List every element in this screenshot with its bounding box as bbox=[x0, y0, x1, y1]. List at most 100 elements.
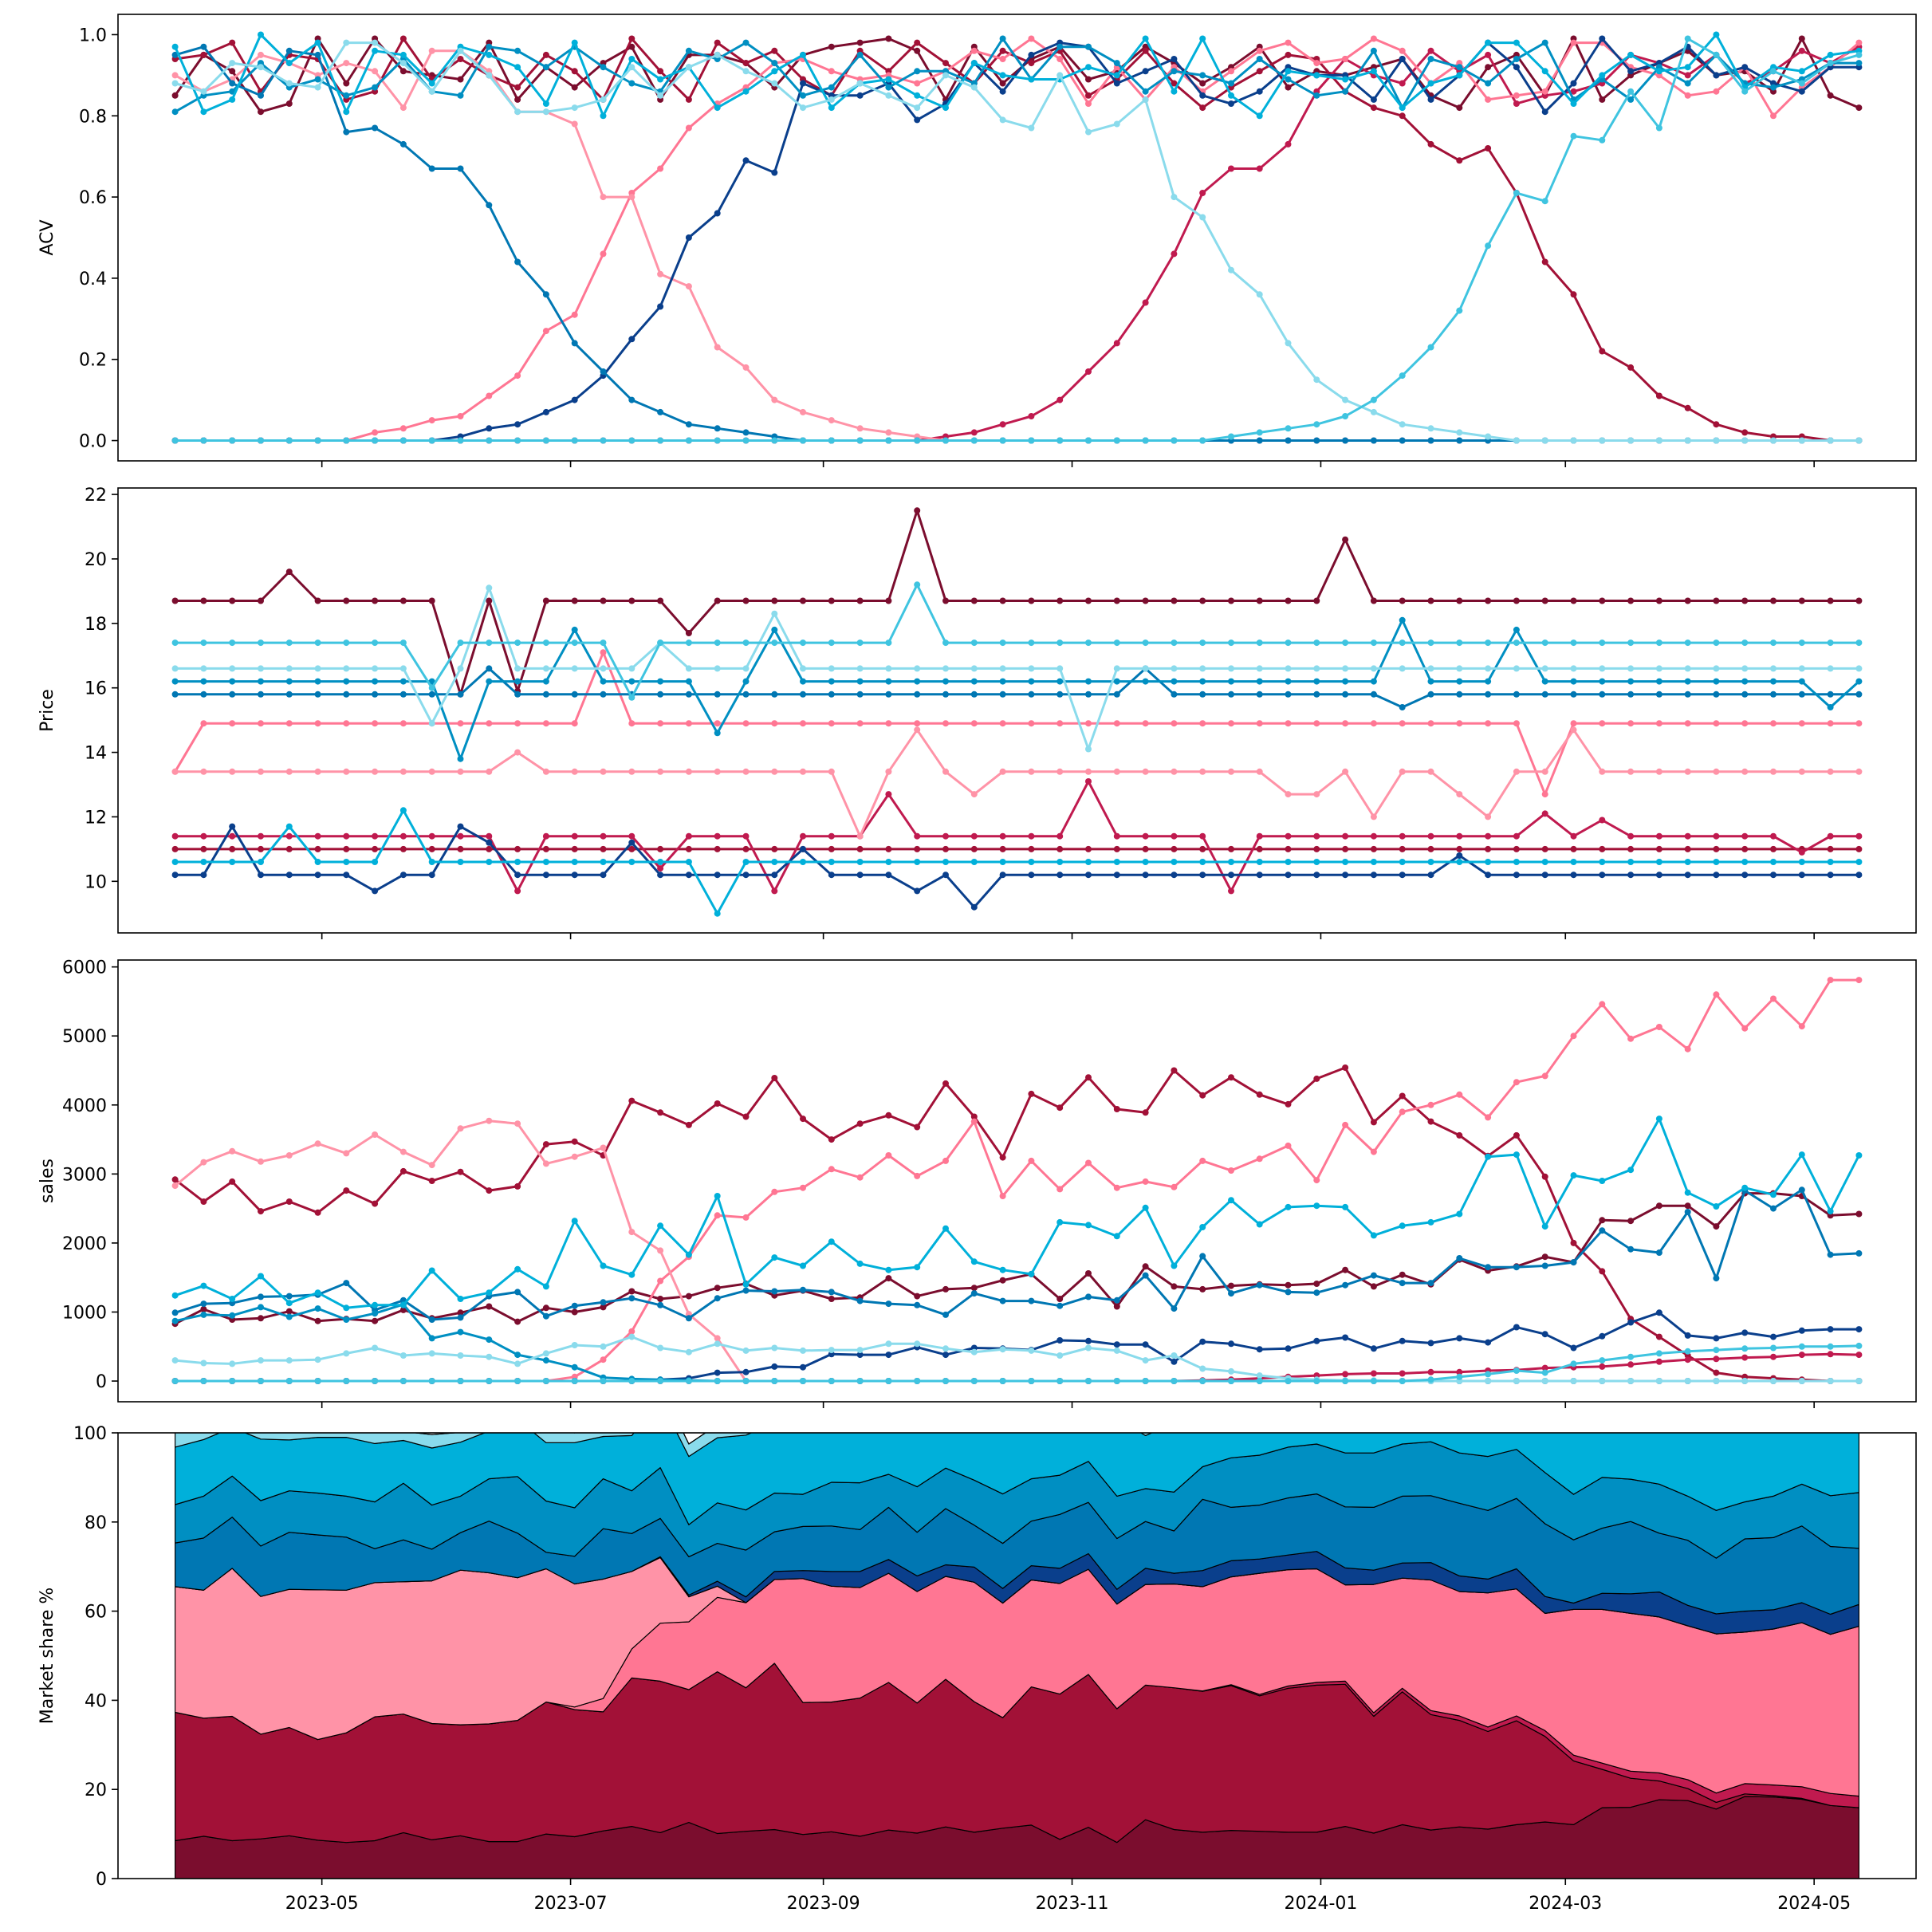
sales-ytick-label: 5000 bbox=[62, 1027, 107, 1047]
acv-series-10-point bbox=[970, 84, 978, 91]
acv-series-10-point bbox=[600, 96, 607, 103]
acv-series-6-point bbox=[1370, 96, 1377, 103]
sales-series-5-point bbox=[372, 1131, 379, 1138]
sales-series-5-point bbox=[657, 1247, 664, 1254]
acv-series-1-point bbox=[628, 43, 635, 50]
sales-series-11-point bbox=[1513, 1367, 1520, 1374]
sales-series-4-point bbox=[1855, 977, 1863, 984]
sales-series-11-point bbox=[942, 1378, 949, 1384]
price-series-9-point bbox=[229, 859, 236, 865]
sales-series-2-point bbox=[486, 1187, 493, 1194]
sales-series-11-point bbox=[1199, 1378, 1206, 1384]
sales-series-7-point bbox=[1113, 1297, 1120, 1304]
price-series-2-point bbox=[1313, 845, 1320, 852]
sales-series-7-point bbox=[1028, 1297, 1035, 1304]
price-series-3-point bbox=[1057, 832, 1064, 840]
price-series-9-point bbox=[1370, 859, 1377, 865]
acv-series-7-point bbox=[742, 429, 750, 436]
sales-series-7-point bbox=[828, 1289, 835, 1296]
price-series-2 bbox=[171, 845, 1863, 852]
acv-series-8-point bbox=[628, 80, 635, 87]
sales-series-6-point bbox=[1855, 1326, 1863, 1333]
sales-series-1-point bbox=[1599, 1217, 1606, 1224]
sales-series-2-point bbox=[1085, 1074, 1092, 1081]
sales-series-9-point bbox=[1684, 1189, 1691, 1196]
acv-series-6-point bbox=[628, 336, 635, 343]
price-series-6-point bbox=[856, 872, 864, 879]
price-plot-area bbox=[171, 507, 1863, 917]
acv-series-10-point bbox=[428, 88, 435, 95]
sales-series-6-point bbox=[1228, 1340, 1234, 1348]
price-series-6-point bbox=[1770, 872, 1777, 879]
price-series-1-point bbox=[828, 597, 835, 604]
price-series-8-point bbox=[1513, 626, 1520, 633]
acv-series-4-point bbox=[999, 56, 1006, 62]
price-series-8-point bbox=[628, 678, 635, 685]
sales-series-9-point bbox=[1627, 1167, 1635, 1174]
sales-series-11-point bbox=[486, 1378, 493, 1384]
price-series-4-point bbox=[1855, 720, 1863, 727]
acv-series-8-point bbox=[1313, 92, 1320, 99]
sales-series-9-point bbox=[628, 1271, 635, 1278]
price-series-3-point bbox=[457, 832, 464, 840]
sales-series-9-point bbox=[486, 1289, 493, 1297]
sales-series-4-point bbox=[942, 1157, 949, 1164]
sales-series-10 bbox=[171, 1333, 1863, 1384]
acv-series-2-point bbox=[571, 68, 578, 75]
price-series-5-point bbox=[685, 768, 692, 775]
sales-series-11-point bbox=[1085, 1378, 1092, 1384]
price-series-9-point bbox=[914, 859, 921, 865]
sales-series-9-point bbox=[1485, 1153, 1492, 1160]
price-series-3-point bbox=[600, 832, 607, 840]
sales-series-7-point bbox=[685, 1315, 692, 1322]
acv-series-6-point bbox=[800, 80, 806, 87]
price-series-10-point bbox=[1655, 665, 1662, 672]
sales-series-4-point bbox=[771, 1188, 778, 1195]
xtick-label: 2024-01 bbox=[1284, 1894, 1357, 1914]
acv-series-7-point bbox=[285, 47, 293, 54]
sales-series-10-point bbox=[942, 1345, 949, 1352]
price-ytick-label: 14 bbox=[85, 744, 107, 764]
price-series-6-point bbox=[828, 872, 835, 879]
sales-series-10-point bbox=[742, 1347, 750, 1354]
acv-series-2-point bbox=[1741, 429, 1749, 436]
sales-series-9-line bbox=[175, 1117, 1860, 1309]
price-series-8-point bbox=[742, 678, 750, 685]
sales-series-9-point bbox=[229, 1296, 236, 1302]
sales-series-9-point bbox=[1171, 1262, 1178, 1269]
price-series-5-point bbox=[828, 768, 835, 775]
price-series-6-point bbox=[1313, 872, 1320, 879]
acv-series-11-point bbox=[1113, 437, 1120, 444]
price-series-7-point bbox=[1627, 691, 1635, 698]
sales-series-7-point bbox=[600, 1299, 607, 1306]
price-ytick-label: 22 bbox=[85, 486, 107, 506]
price-series-10-point bbox=[258, 665, 264, 672]
acv-series-10-point bbox=[1085, 128, 1092, 136]
acv-series-4-point bbox=[542, 328, 549, 335]
sales-series-10-point bbox=[171, 1357, 179, 1364]
acv-series-11-point bbox=[314, 437, 321, 444]
price-series-2-point bbox=[1342, 845, 1349, 852]
sales-series-6-point bbox=[885, 1352, 892, 1359]
sales-series-7-point bbox=[942, 1311, 949, 1318]
acv-series-1-point bbox=[514, 96, 521, 103]
price-series-1-point bbox=[885, 597, 892, 604]
sales-series-10-point bbox=[1142, 1357, 1149, 1364]
price-series-5-point bbox=[1399, 768, 1406, 775]
price-series-1-point bbox=[1142, 597, 1149, 604]
sales-ytick-label: 6000 bbox=[62, 958, 107, 978]
price-series-4-point bbox=[1770, 720, 1777, 727]
price-series-9-point bbox=[628, 859, 635, 865]
sales-series-10-point bbox=[314, 1356, 321, 1363]
price-series-1-point bbox=[1228, 597, 1234, 604]
acv-series-8-point bbox=[457, 92, 464, 99]
sales-series-11-point bbox=[399, 1378, 407, 1384]
price-series-1-point bbox=[486, 597, 493, 604]
sales-series-4-point bbox=[1798, 1023, 1805, 1030]
acv-series-10-point bbox=[285, 80, 293, 87]
price-series-10-point bbox=[628, 665, 635, 672]
acv-series-5-point bbox=[428, 47, 435, 54]
price-series-10-point bbox=[285, 665, 293, 672]
price-series-8-point bbox=[1085, 678, 1092, 685]
price-series-1-point bbox=[428, 597, 435, 604]
